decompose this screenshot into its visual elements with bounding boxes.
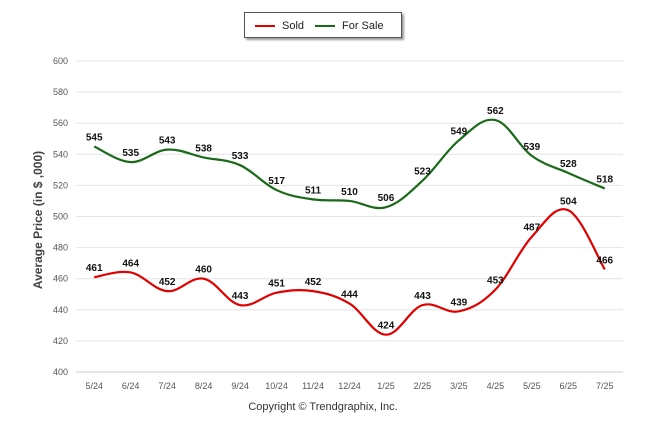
data-label-sold: 443 [232, 291, 249, 302]
data-label-sold: 452 [159, 277, 176, 288]
data-label-for-sale: 539 [523, 142, 540, 153]
y-tick-label: 600 [53, 56, 68, 66]
data-label-for-sale: 518 [596, 175, 613, 186]
copyright-footer: Copyright © Trendgraphix, Inc. [248, 401, 398, 413]
x-tick-label: 12/24 [338, 381, 361, 391]
data-label-sold: 424 [378, 321, 395, 332]
data-label-for-sale: 533 [232, 151, 249, 162]
y-tick-label: 420 [53, 336, 68, 346]
legend-label-sold: Sold [282, 20, 305, 32]
y-tick-label: 460 [53, 274, 68, 284]
data-labels: 461 464 452 460 443 451 452 444 424 443 439 453 487 5… [86, 106, 614, 332]
y-tick-label: 520 [53, 180, 68, 190]
x-axis-ticks: 5/24 6/24 7/24 8/24 9/24 10/24 11/24 12/24 1/25 2… [85, 381, 613, 391]
legend-item-sold[interactable]: Sold [255, 18, 304, 34]
y-tick-label: 560 [53, 118, 68, 128]
legend: Sold For Sale [244, 12, 402, 38]
data-label-for-sale: 562 [487, 106, 504, 117]
data-label-for-sale: 538 [195, 143, 212, 154]
x-tick-label: 6/25 [560, 381, 578, 391]
data-label-for-sale: 528 [560, 159, 577, 170]
x-tick-label: 6/24 [122, 381, 140, 391]
y-axis-ticks: 400 420 440 460 480 500 520 540 560 580 600 [53, 56, 68, 377]
x-tick-label: 5/24 [85, 381, 103, 391]
data-label-sold: 504 [560, 196, 577, 207]
x-tick-label: 7/25 [596, 381, 614, 391]
data-label-for-sale: 535 [122, 148, 139, 159]
data-label-for-sale: 545 [86, 133, 103, 144]
y-tick-label: 440 [53, 305, 68, 315]
data-label-for-sale: 523 [414, 167, 431, 178]
data-label-sold: 487 [523, 223, 540, 234]
x-tick-label: 3/25 [450, 381, 468, 391]
series-line-sold [94, 208, 606, 336]
y-tick-label: 580 [53, 87, 68, 97]
x-tick-label: 7/24 [158, 381, 176, 391]
y-tick-label: 480 [53, 243, 68, 253]
x-tick-label: 2/25 [414, 381, 432, 391]
legend-label-for-sale: For Sale [342, 20, 384, 32]
y-axis-label: Average Price (in $ ,000) [31, 151, 45, 289]
data-label-sold: 444 [341, 290, 358, 301]
x-tick-label: 9/24 [231, 381, 249, 391]
data-label-sold: 451 [268, 279, 285, 290]
data-label-sold: 464 [122, 258, 139, 269]
legend-swatch-sold [255, 25, 275, 27]
data-label-for-sale: 510 [341, 187, 358, 198]
legend-item-for-sale[interactable]: For Sale [315, 18, 384, 34]
y-tick-label: 500 [53, 212, 68, 222]
data-label-sold: 443 [414, 291, 431, 302]
y-tick-label: 400 [53, 367, 68, 377]
data-label-for-sale: 549 [451, 126, 468, 137]
data-label-sold: 466 [596, 255, 613, 266]
data-label-sold: 460 [195, 265, 212, 276]
data-label-for-sale: 506 [378, 193, 395, 204]
grid-lines [76, 60, 623, 373]
legend-swatch-for-sale [315, 25, 335, 27]
x-tick-label: 1/25 [377, 381, 395, 391]
data-label-for-sale: 543 [159, 136, 176, 147]
series-lines [93, 118, 606, 336]
y-tick-label: 540 [53, 149, 68, 159]
data-label-for-sale: 511 [305, 185, 322, 196]
data-label-for-sale: 517 [268, 176, 285, 187]
data-label-sold: 452 [305, 277, 322, 288]
data-label-sold: 439 [451, 297, 468, 308]
x-tick-label: 4/25 [487, 381, 505, 391]
data-label-sold: 461 [86, 263, 103, 274]
x-tick-label: 8/24 [195, 381, 213, 391]
x-tick-label: 10/24 [265, 381, 288, 391]
series-line-for-sale [93, 118, 606, 210]
x-tick-label: 5/25 [523, 381, 541, 391]
data-label-sold: 453 [487, 276, 504, 287]
x-tick-label: 11/24 [302, 381, 324, 391]
